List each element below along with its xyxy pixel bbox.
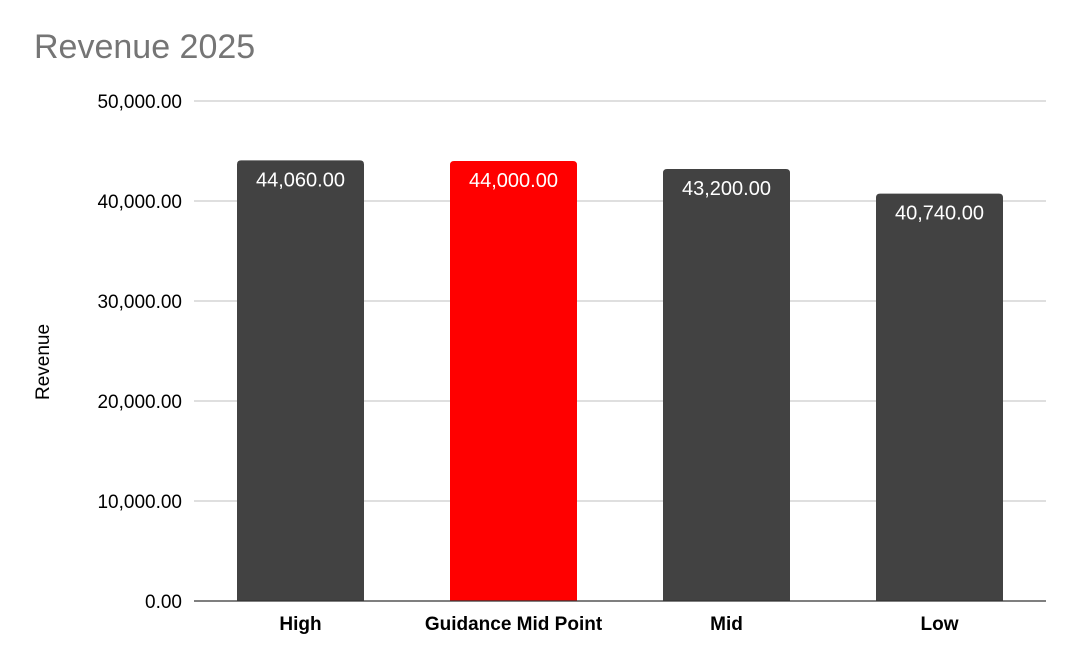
bar	[876, 193, 1003, 601]
category-label: Low	[921, 614, 959, 635]
data-label: 44,000.00	[469, 170, 558, 192]
category-labels: High Guidance Mid Point Mid Low	[279, 614, 958, 635]
y-tick-labels: 0.00 10,000.00 20,000.00 30,000.00 40,000.00…	[97, 92, 182, 613]
y-tick-label: 40,000.00	[97, 192, 182, 213]
data-label: 44,060.00	[256, 169, 345, 191]
y-tick-label: 30,000.00	[97, 292, 182, 313]
category-label: Guidance Mid Point	[425, 614, 603, 635]
y-tick-label: 20,000.00	[97, 392, 182, 413]
bar	[450, 161, 577, 601]
category-label: High	[279, 614, 321, 635]
y-axis-title: Revenue	[33, 324, 54, 400]
y-tick-label: 0.00	[145, 592, 182, 613]
chart-title: Revenue 2025	[34, 28, 256, 66]
category-label: Mid	[710, 614, 743, 635]
data-label: 43,200.00	[682, 178, 771, 200]
bar	[663, 169, 790, 601]
bars	[237, 160, 1003, 601]
bar	[237, 160, 364, 601]
y-tick-label: 50,000.00	[97, 92, 182, 113]
y-tick-label: 10,000.00	[97, 492, 182, 513]
data-label: 40,740.00	[895, 203, 984, 225]
data-labels: 44,060.00 44,000.00 43,200.00 40,740.00	[256, 169, 984, 224]
